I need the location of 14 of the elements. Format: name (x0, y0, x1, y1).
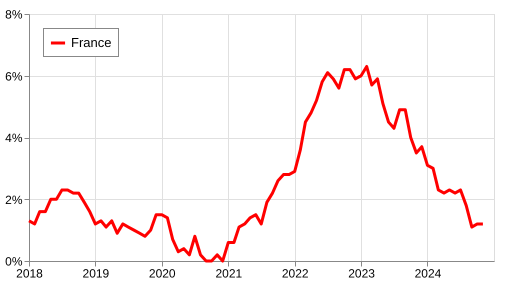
x-tick-label: 2022 (282, 266, 309, 280)
x-tick-label: 2020 (148, 266, 176, 280)
y-tick-label: 4% (5, 131, 23, 145)
line-series (28, 64, 484, 262)
x-tick-label: 2021 (215, 266, 242, 280)
x-tick-label: 2024 (414, 266, 442, 280)
y-tick-label: 2% (5, 192, 23, 207)
y-tick-label: 6% (5, 69, 23, 84)
x-tick-label: 2018 (16, 266, 44, 280)
y-tick-label: 0% (5, 254, 23, 268)
x-tick-label: 2023 (348, 266, 376, 280)
x-tick-label: 2019 (82, 266, 110, 280)
y-tick-label: 8% (5, 8, 23, 22)
legend-label: France (71, 35, 112, 50)
